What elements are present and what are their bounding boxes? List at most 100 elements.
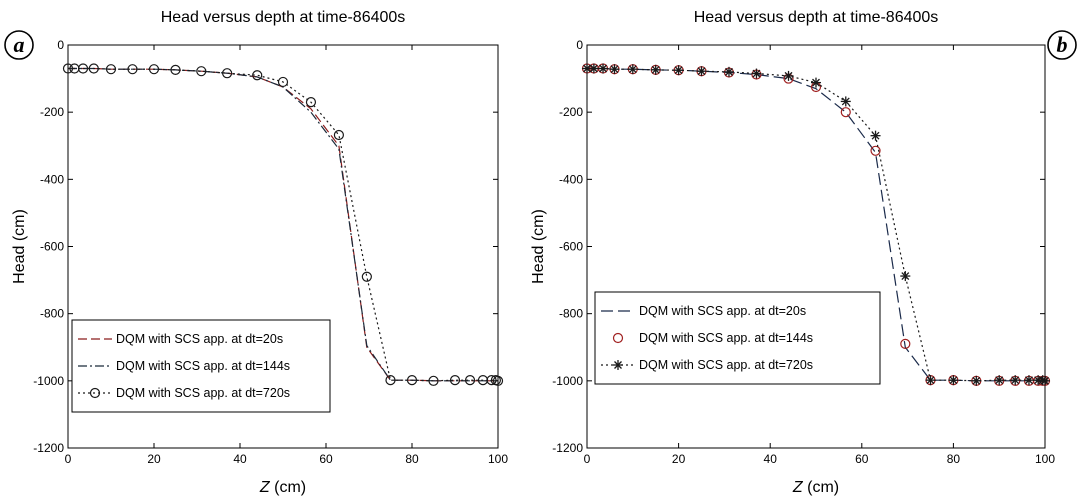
- data-point: [840, 107, 851, 118]
- panel-label-b: b: [1047, 30, 1077, 60]
- legend-entry: DQM with SCS app. at dt=144s: [78, 359, 290, 373]
- data-point: [170, 64, 181, 75]
- data-point: [783, 70, 794, 81]
- star-stroke: [972, 376, 981, 385]
- data-point: [428, 375, 439, 386]
- series-3: [582, 63, 1050, 386]
- x-tick-label: 80: [947, 452, 961, 466]
- legend-entry: DQM with SCS app. at dt=144s: [612, 331, 813, 345]
- data-point: [696, 66, 707, 77]
- y-tick-label: -1000: [33, 374, 64, 388]
- star-stroke: [871, 131, 880, 140]
- legend: DQM with SCS app. at dt=20s DQM with SCS …: [594, 291, 881, 385]
- data-point: [673, 65, 684, 76]
- data-point: [948, 375, 959, 386]
- data-point: [1023, 375, 1034, 386]
- y-tick-label: -600: [40, 240, 64, 254]
- legend-label: DQM with SCS app. at dt=144s: [116, 359, 290, 373]
- star-stroke: [926, 376, 935, 385]
- star-stroke: [651, 65, 660, 74]
- legend: DQM with SCS app. at dt=20s DQM with SCS …: [71, 319, 331, 413]
- star-stroke: [610, 65, 619, 74]
- star-stroke: [725, 67, 733, 76]
- star-stroke: [614, 361, 622, 369]
- star-stroke: [995, 376, 1004, 385]
- legend-entry: DQM with SCS app. at dt=20s: [78, 332, 283, 346]
- data-point: [588, 63, 599, 74]
- star-stroke: [784, 71, 793, 80]
- chart-panel-a: Head versus depth at time-86400s 0 20 40 60 8…: [4, 9, 508, 496]
- data-point: [598, 63, 609, 74]
- data-point: [62, 63, 74, 74]
- x-tick-label: 60: [855, 452, 869, 466]
- y-tick-label: 0: [57, 38, 64, 52]
- x-tick-label: 0: [584, 452, 591, 466]
- legend-swatch-marker: [612, 332, 624, 344]
- panel-label-circle: [1047, 30, 1077, 60]
- data-point: [840, 96, 851, 107]
- data-point: [1040, 375, 1050, 386]
- data-point: [486, 375, 497, 386]
- data-point: [222, 68, 233, 79]
- y-tick-label: -400: [40, 172, 64, 186]
- x-tick-label: 40: [233, 452, 247, 466]
- panel-label-a: a: [4, 30, 34, 60]
- y-tick-label: -600: [559, 240, 583, 254]
- x-axis-label-variable: Z: [259, 479, 271, 496]
- data-point: [971, 375, 982, 386]
- x-tick-label: 20: [147, 452, 161, 466]
- star-stroke: [1041, 376, 1049, 385]
- data-point: [88, 63, 99, 74]
- y-tick-label: -200: [40, 105, 64, 119]
- data-point: [870, 130, 881, 141]
- panel-label-text: a: [14, 32, 25, 57]
- legend-swatch-marker: [613, 360, 623, 370]
- y-tick-label: -800: [559, 307, 583, 321]
- data-point: [751, 68, 762, 79]
- star-stroke: [697, 67, 706, 76]
- data-point: [1010, 375, 1021, 386]
- legend-label: DQM with SCS app. at dt=720s: [639, 358, 813, 372]
- x-tick-label: 100: [1035, 452, 1055, 466]
- chart-panel-b: Head versus depth at time-86400s 0 20 40 60 8…: [530, 9, 1077, 496]
- data-point: [406, 375, 418, 386]
- legend-label: DQM with SCS app. at dt=144s: [639, 331, 813, 345]
- data-point: [609, 64, 620, 75]
- star-stroke: [812, 78, 820, 87]
- x-tick-label: 60: [319, 452, 333, 466]
- data-point: [925, 375, 936, 386]
- data-point: [900, 271, 911, 282]
- data-point: [105, 64, 117, 75]
- x-tick-label: 20: [672, 452, 686, 466]
- chart-title: Head versus depth at time-86400s: [694, 9, 939, 26]
- legend-label: DQM with SCS app. at dt=20s: [639, 304, 806, 318]
- star-stroke: [752, 69, 761, 78]
- legend-label: DQM with SCS app. at dt=720s: [116, 386, 290, 400]
- star-stroke: [1011, 376, 1020, 385]
- star-stroke: [589, 64, 598, 73]
- y-tick-label: -400: [559, 172, 583, 186]
- chart-title: Head versus depth at time-86400s: [161, 9, 406, 26]
- star-stroke: [1025, 376, 1033, 385]
- data-point: [723, 66, 734, 77]
- x-axis-label-unit: (cm): [803, 479, 839, 496]
- y-axis-label: Head (cm): [11, 209, 28, 284]
- star-stroke: [901, 272, 910, 281]
- x-tick-label: 100: [488, 452, 508, 466]
- plot-area: [586, 44, 1046, 449]
- data-point: [277, 76, 289, 88]
- legend-entry: DQM with SCS app. at dt=720s: [601, 358, 813, 372]
- x-axis-label: Z (cm): [259, 479, 306, 496]
- legend-label: DQM with SCS app. at dt=20s: [116, 332, 283, 346]
- panel-label-text: b: [1057, 32, 1068, 57]
- star-stroke: [583, 64, 591, 73]
- data-point: [361, 271, 372, 282]
- data-point: [811, 77, 821, 88]
- y-tick-label: -1200: [552, 441, 583, 455]
- data-point: [900, 338, 911, 349]
- data-point: [492, 375, 504, 386]
- x-axis-label: Z (cm): [792, 479, 839, 496]
- star-stroke: [599, 64, 607, 73]
- series-line: [68, 67, 499, 382]
